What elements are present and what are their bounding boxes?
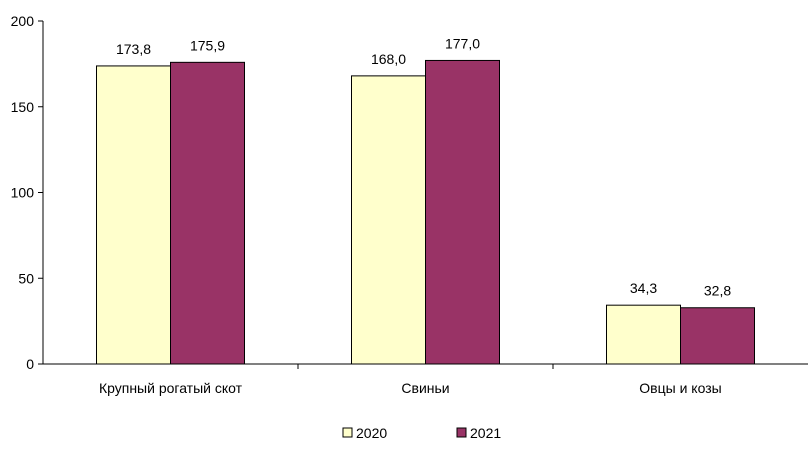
bars xyxy=(96,59,755,365)
x-axis: Крупный рогатый скот Свиньи Овцы и козы xyxy=(43,363,808,396)
y-tick-label: 150 xyxy=(11,99,35,115)
data-label: 175,9 xyxy=(190,37,225,53)
data-label: 34,3 xyxy=(630,280,657,296)
legend-swatch-2020 xyxy=(342,427,353,438)
y-tick-label: 50 xyxy=(18,270,34,286)
y-tick-label: 0 xyxy=(26,356,34,372)
y-tick-label: 200 xyxy=(11,13,35,29)
legend-label-2021: 2021 xyxy=(470,425,501,441)
bar-2021-2 xyxy=(680,307,755,365)
bar-2020-0 xyxy=(96,65,171,365)
bar-2021-0 xyxy=(170,61,245,365)
category-label: Свиньи xyxy=(401,380,449,396)
category-label: Крупный рогатый скот xyxy=(99,380,243,396)
data-label: 173,8 xyxy=(116,41,151,57)
data-labels: 173,8 175,9 168,0 177,0 34,3 32,8 xyxy=(116,35,731,298)
bar-2021-1 xyxy=(425,59,500,365)
legend-label-2020: 2020 xyxy=(356,425,387,441)
y-tick-label: 100 xyxy=(11,185,35,201)
data-label: 177,0 xyxy=(445,35,480,51)
legend: 2020 2021 xyxy=(342,425,501,441)
bar-2020-1 xyxy=(351,75,426,365)
data-label: 168,0 xyxy=(371,51,406,67)
category-label: Овцы и козы xyxy=(639,380,721,396)
bar-2020-2 xyxy=(606,304,681,365)
data-label: 32,8 xyxy=(704,283,731,299)
y-axis: 0 50 100 150 200 xyxy=(11,13,44,372)
legend-swatch-2021 xyxy=(456,427,467,438)
